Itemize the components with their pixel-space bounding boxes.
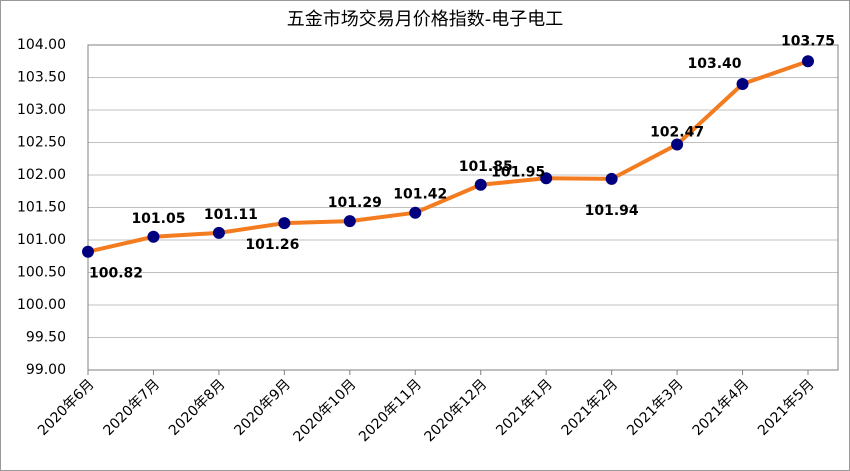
marker	[540, 172, 553, 185]
value-label: 103.40	[688, 56, 742, 72]
value-label: 101.42	[393, 187, 447, 203]
marker	[82, 245, 94, 258]
marker	[736, 78, 749, 90]
y-tick-label: 99.50	[26, 330, 66, 346]
value-label: 101.95	[491, 164, 545, 180]
plot-border	[87, 44, 839, 371]
marker	[474, 178, 487, 191]
y-tick-label: 103.50	[17, 70, 66, 86]
y-tick-label: 99.00	[26, 362, 66, 378]
marker	[802, 55, 814, 68]
y-tick-label: 104.00	[17, 37, 66, 53]
y-tick-label: 102.00	[17, 167, 66, 183]
y-tick-label: 101.00	[17, 232, 66, 248]
marker	[212, 226, 225, 239]
marker	[343, 215, 356, 228]
y-tick-label: 102.50	[17, 135, 66, 151]
line	[87, 59, 809, 254]
y-tick-label: 103.00	[17, 102, 66, 118]
chart-title: 五金市场交易月价格指数-电子电工	[287, 9, 564, 30]
marker	[409, 206, 422, 219]
y-tick-label: 101.50	[17, 200, 66, 216]
value-label: 101.94	[585, 203, 639, 219]
marker	[147, 230, 160, 243]
value-label: 101.29	[328, 195, 382, 211]
marker	[605, 172, 618, 185]
value-label: 101.85	[459, 159, 513, 175]
y-tick-label: 100.00	[17, 297, 66, 313]
value-label: 103.75	[781, 33, 835, 49]
y-tick-label: 100.50	[17, 265, 66, 281]
marker	[671, 138, 684, 151]
value-label: 100.82	[89, 266, 143, 282]
value-label: 101.26	[245, 237, 299, 253]
value-label: 101.11	[204, 207, 258, 223]
marker	[278, 217, 291, 230]
value-label: 101.05	[131, 211, 185, 227]
value-label: 102.47	[650, 124, 704, 140]
